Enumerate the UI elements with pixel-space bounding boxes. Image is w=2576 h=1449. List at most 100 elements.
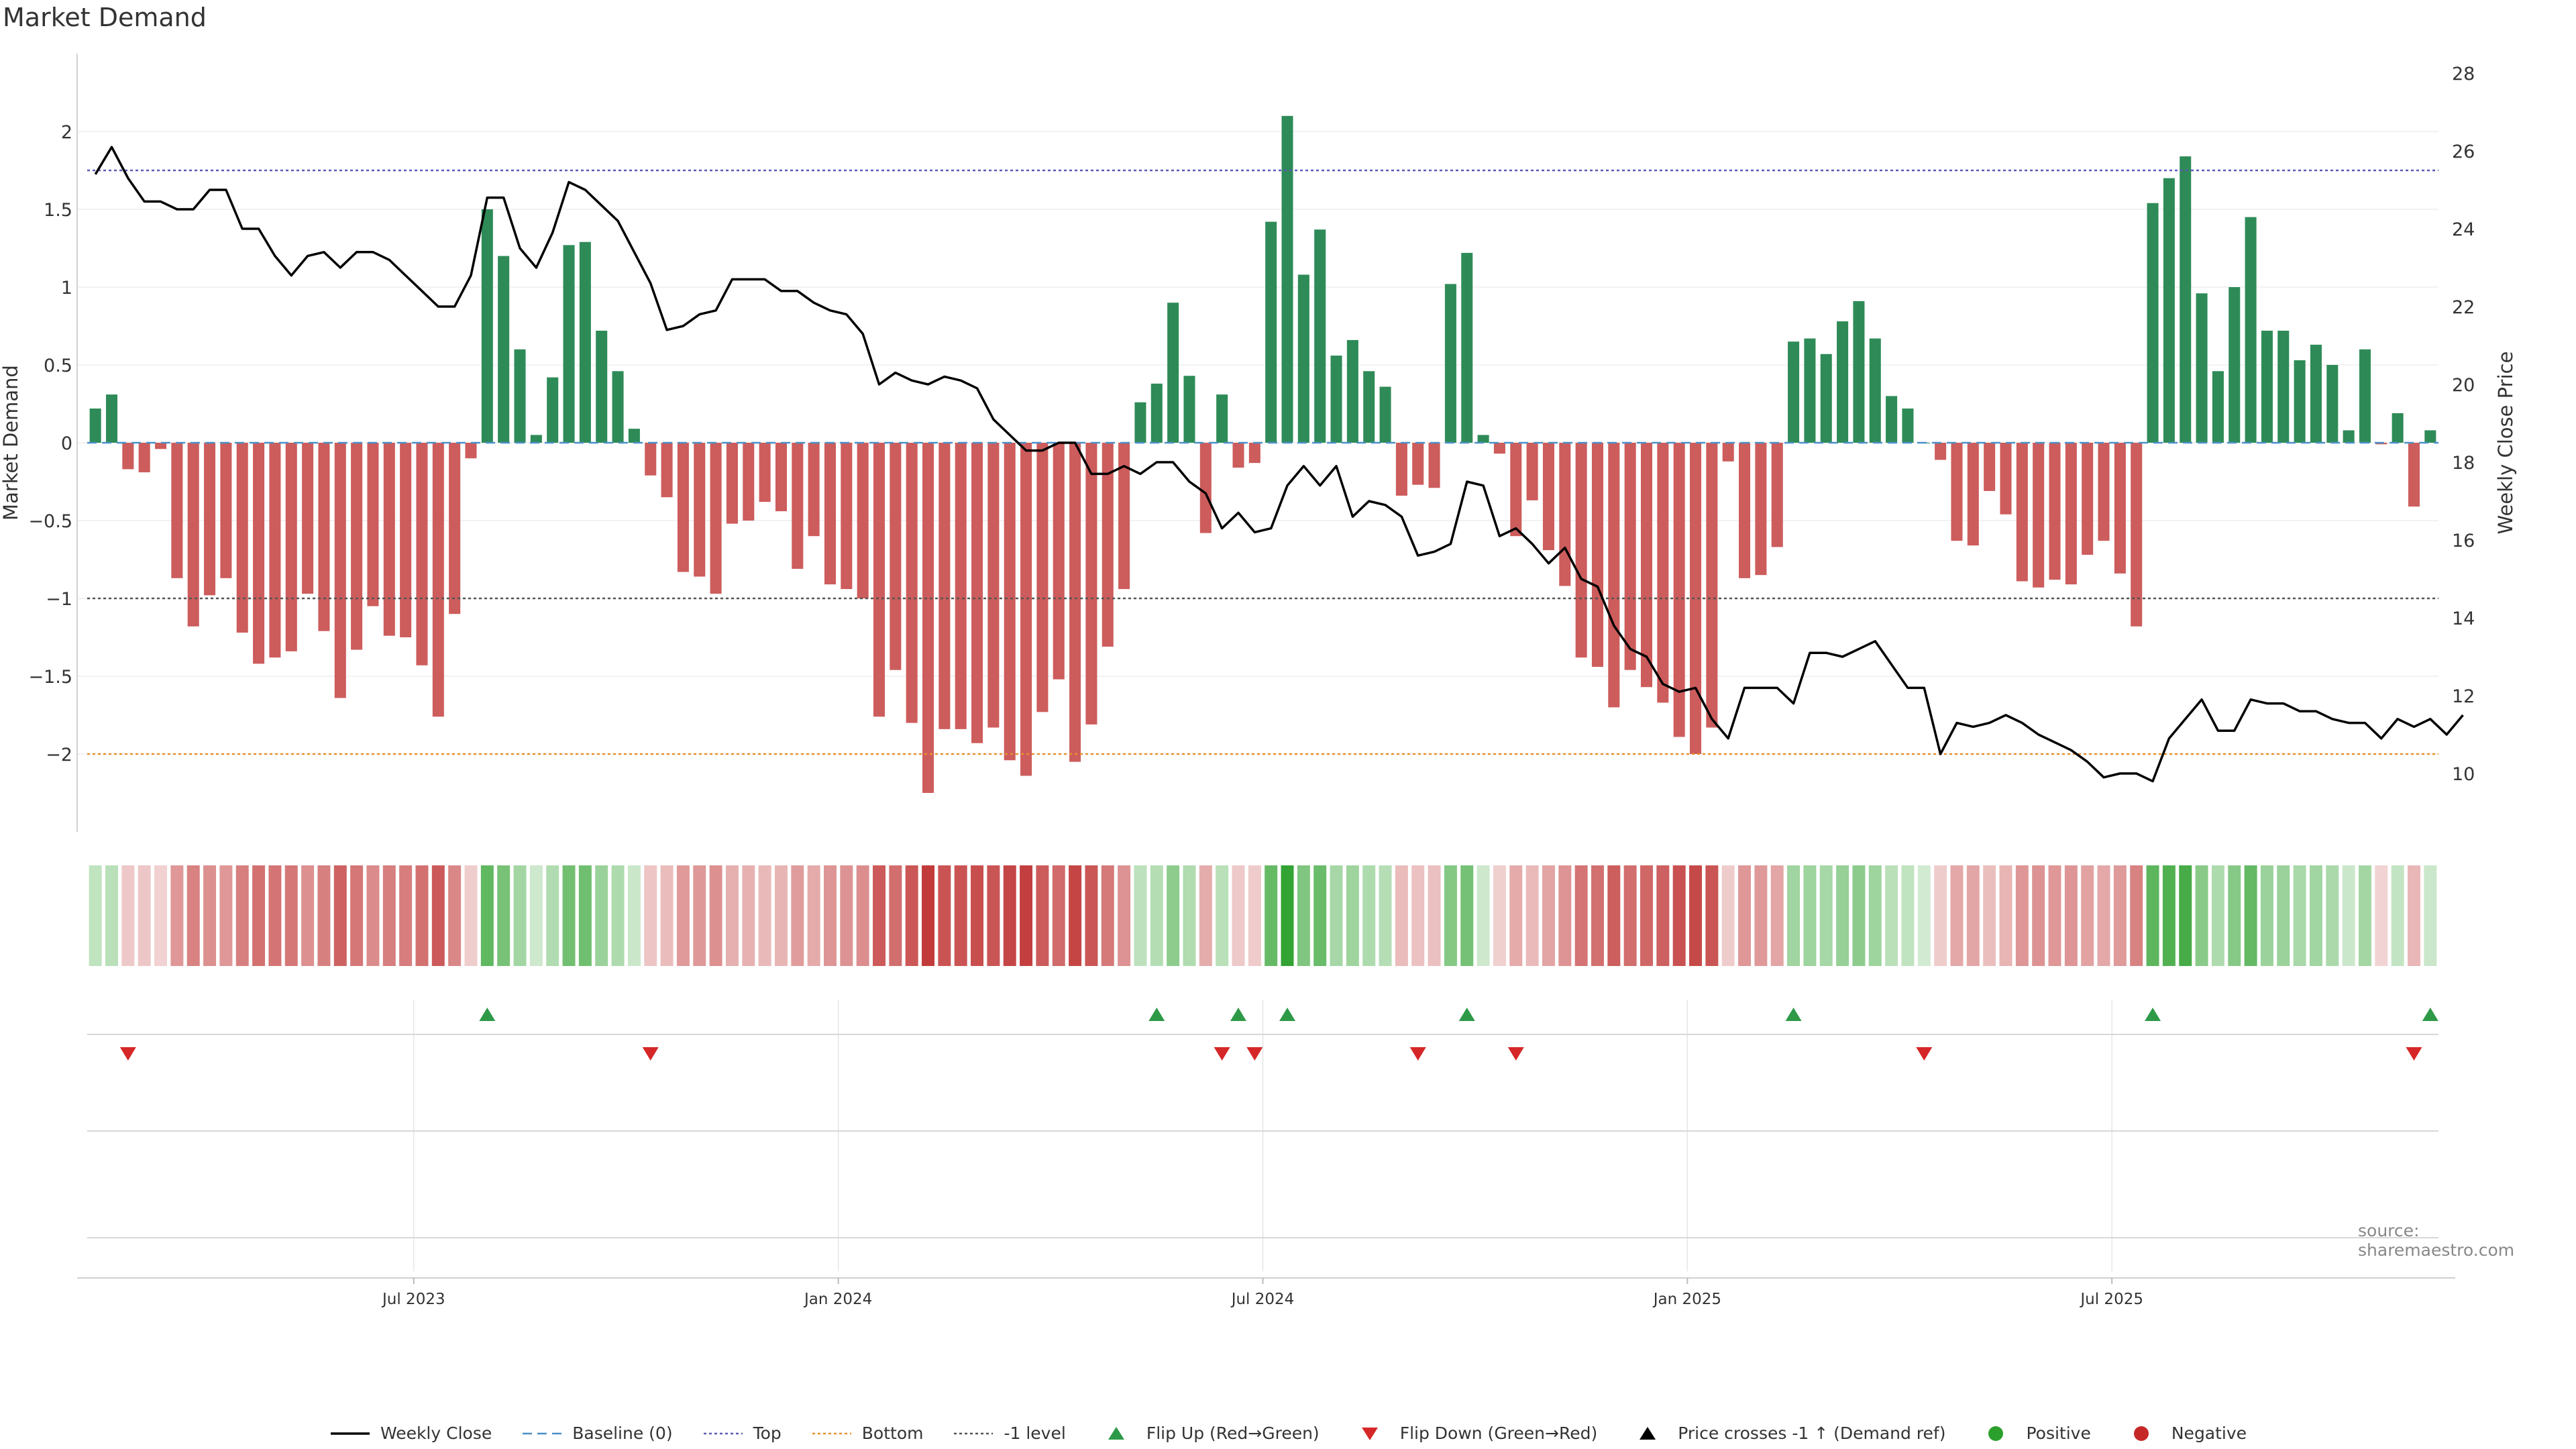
- demand-bar: [1935, 443, 1947, 460]
- demand-bar: [2277, 330, 2290, 443]
- heat-strip-cell: [2424, 865, 2437, 966]
- legend-label: Weekly Close: [380, 1424, 492, 1443]
- demand-bar: [2114, 443, 2126, 574]
- x-tick-label: Jul 2024: [1230, 1291, 1295, 1308]
- heat-strip-cell: [1477, 865, 1490, 966]
- demand-bar: [1069, 443, 1081, 762]
- heat-strip-cell: [1020, 865, 1033, 966]
- demand-bar: [1150, 383, 1163, 443]
- demand-bar: [808, 443, 820, 537]
- y2-tick-label: 10: [2452, 764, 2475, 785]
- heat-strip-cell: [2375, 865, 2388, 966]
- heat-strip-cell: [2113, 865, 2127, 966]
- heat-strip-cell: [2162, 865, 2176, 966]
- heat-strip-cell: [676, 865, 690, 966]
- demand-bar: [1755, 443, 1767, 576]
- heat-strip-cell: [1395, 865, 1408, 966]
- demand-bar: [481, 209, 493, 443]
- demand-bar: [2212, 371, 2224, 443]
- demand-bar: [1167, 303, 1179, 443]
- legend-swatch: [1108, 1426, 1124, 1440]
- heat-strip-cell: [725, 865, 739, 966]
- heat-strip-cell: [578, 865, 592, 966]
- demand-bar: [563, 245, 575, 443]
- demand-bar: [987, 443, 1000, 728]
- heat-strip-cell: [1297, 865, 1310, 966]
- heat-strip-cell: [627, 865, 641, 966]
- heat-strip-cell: [1852, 865, 1866, 966]
- demand-bar: [2131, 443, 2143, 627]
- demand-bar: [220, 443, 232, 578]
- heat-strip-cell: [2179, 865, 2192, 966]
- y-axis-label: Market Demand: [0, 365, 22, 521]
- legend-item: Positive: [1975, 1424, 2091, 1443]
- flip-up-marker: [1230, 1008, 1246, 1021]
- legend-item: Flip Up (Red→Green): [1095, 1424, 1320, 1443]
- y2-tick-label: 12: [2452, 686, 2475, 707]
- heat-strip-cell: [742, 865, 755, 966]
- heat-strip-cell: [709, 865, 722, 966]
- heat-strip-cell: [1362, 865, 1376, 966]
- heat-strip-cell: [1085, 865, 1098, 966]
- demand-bar: [1118, 443, 1130, 590]
- demand-bar: [1444, 284, 1456, 443]
- heat-strip-cell: [268, 865, 282, 966]
- heat-strip-cell: [382, 865, 396, 966]
- demand-bar: [1216, 394, 1228, 443]
- demand-bar: [1314, 229, 1326, 443]
- demand-bar: [2016, 443, 2028, 582]
- demand-bar: [890, 443, 902, 670]
- heat-strip-cell: [252, 865, 266, 966]
- demand-bar: [89, 408, 101, 443]
- demand-bar: [1706, 443, 1718, 728]
- heat-strip-cell: [758, 865, 771, 966]
- demand-bar: [2082, 443, 2094, 555]
- demand-bar: [1248, 443, 1260, 464]
- demand-bar: [2326, 365, 2339, 443]
- heat-strip-cell: [203, 865, 217, 966]
- flip-up-marker: [2422, 1008, 2438, 1021]
- heat-strip-cell: [1428, 865, 1441, 966]
- heat-strip-cell: [1525, 865, 1539, 966]
- demand-bar: [1510, 443, 1522, 537]
- y-tick-label: −1: [46, 589, 72, 610]
- flip-up-marker: [479, 1008, 496, 1021]
- legend-item: Negative: [2121, 1424, 2247, 1443]
- y2-tick-label: 28: [2452, 64, 2475, 85]
- flip-down-marker: [119, 1047, 136, 1061]
- demand-bar: [612, 371, 624, 443]
- demand-bar: [971, 443, 983, 743]
- demand-bar: [2310, 344, 2322, 443]
- heat-strip-cell: [2015, 865, 2029, 966]
- demand-bar: [1886, 396, 1898, 443]
- heat-strip-cell: [415, 865, 429, 966]
- y2-tick-label: 26: [2452, 142, 2475, 162]
- heat-strip-cell: [1167, 865, 1180, 966]
- legend-item: Bottom: [811, 1424, 923, 1443]
- heat-strip-cell: [2293, 865, 2306, 966]
- heat-strip-cell: [1901, 865, 1915, 966]
- demand-bar: [759, 443, 771, 502]
- flip-down-marker: [2406, 1047, 2422, 1061]
- heat-strip-cell: [2309, 865, 2322, 966]
- heat-strip-cell: [529, 865, 543, 966]
- demand-bar: [1183, 376, 1195, 443]
- heat-strip-cell: [431, 865, 445, 966]
- demand-bar: [1804, 338, 1816, 443]
- heat-strip-cell: [1770, 865, 1784, 966]
- demand-bar: [1608, 443, 1620, 708]
- heat-strip-cell: [121, 865, 135, 966]
- heat-strip-cell: [938, 865, 951, 966]
- legend-item: -1 level: [953, 1424, 1066, 1443]
- legend-marker: [2133, 1426, 2149, 1441]
- heat-strip-cell: [971, 865, 984, 966]
- heat-strip-cell: [1118, 865, 1131, 966]
- demand-bar: [530, 435, 542, 443]
- flip-up-marker: [2145, 1008, 2161, 1021]
- demand-bar: [1102, 443, 1114, 647]
- heat-strip-cell: [2097, 865, 2110, 966]
- demand-bar: [2294, 360, 2306, 443]
- heat-strip-cell: [644, 865, 657, 966]
- demand-bar: [1134, 402, 1146, 443]
- demand-bar: [841, 443, 853, 590]
